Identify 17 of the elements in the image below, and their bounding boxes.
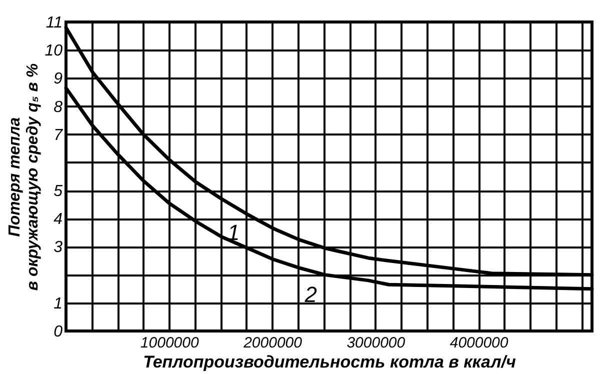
annotation: 2 (304, 282, 317, 307)
y-tick-label: 0 (54, 324, 63, 340)
x-tick-label: 1000000 (140, 334, 200, 352)
y-tick-label: 4 (54, 211, 63, 228)
y-tick-label: 9 (54, 70, 63, 88)
y-tick-label: 8 (54, 98, 63, 116)
y-tick-label: 7 (54, 126, 64, 144)
y-tick-label: 10 (44, 42, 63, 60)
y-tick-label: 11 (46, 14, 62, 32)
y-tick-label: 1 (54, 295, 62, 312)
x-tick-label: 3000000 (346, 334, 406, 352)
y-tick-label: 3 (54, 239, 63, 256)
x-axis-title: Теплопроизводительность котла в ккал/ч (143, 352, 516, 372)
y-tick-label: 5 (54, 183, 63, 200)
y-axis-title: Потеря тепла в окружающую среду q₅ в % (6, 63, 42, 291)
x-tick-label: 4000000 (450, 334, 509, 352)
x-tick-label: 2000000 (242, 334, 303, 352)
